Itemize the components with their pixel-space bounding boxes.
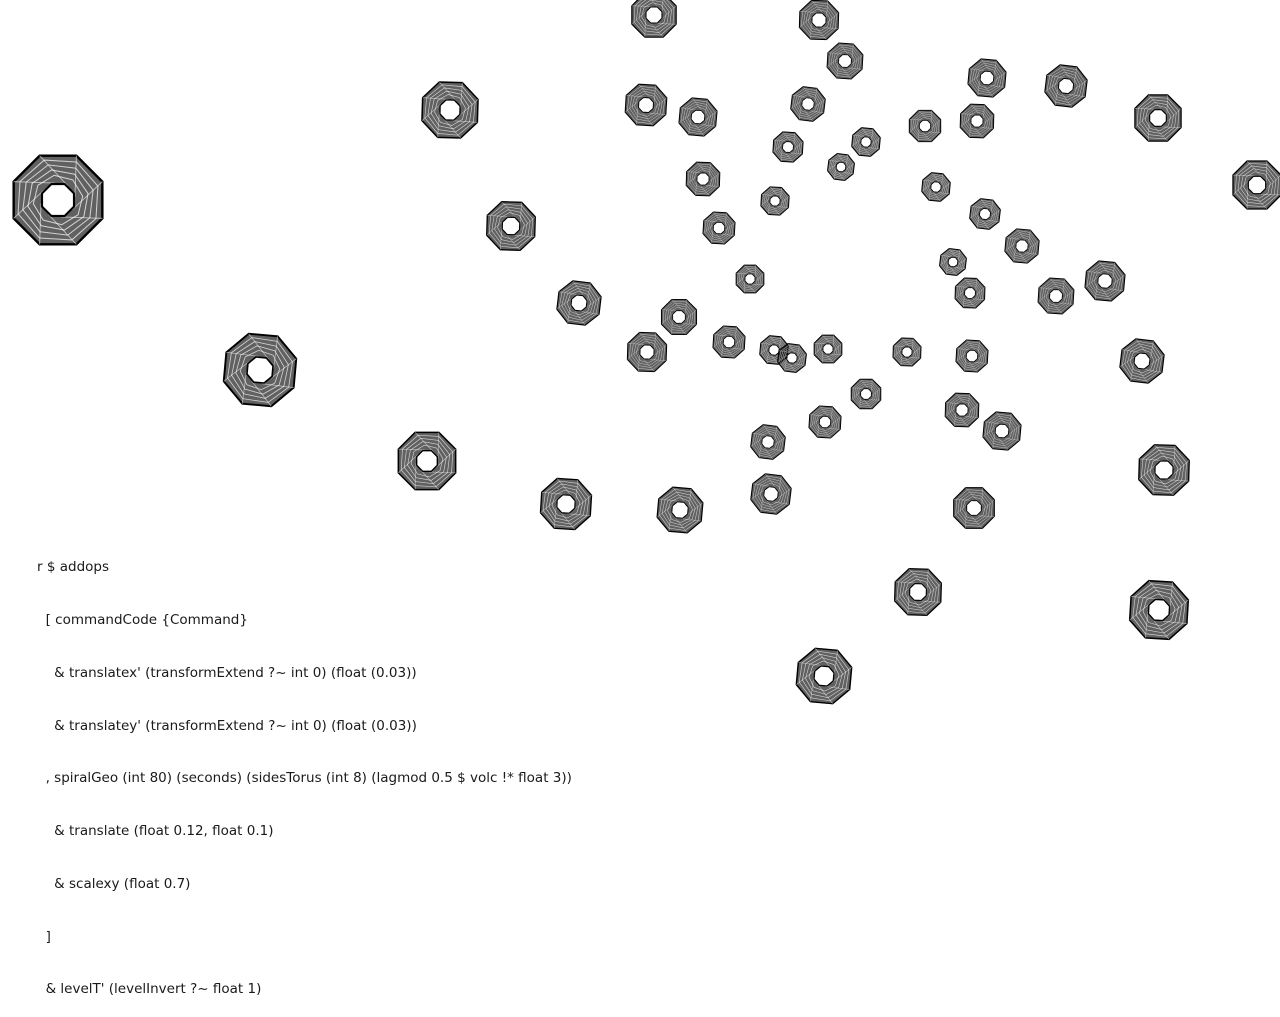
- torus-wireframe: [970, 199, 1001, 230]
- code-line: & scalexy (float 0.7): [37, 876, 572, 894]
- torus-wireframe: [893, 338, 921, 366]
- torus-wireframe: [796, 648, 851, 703]
- torus-wireframe: [661, 299, 696, 334]
- torus-wireframe: [983, 412, 1021, 450]
- code-line: & levelT' (levelInvert ?~ float 1): [37, 981, 572, 999]
- torus-wireframe: [703, 212, 735, 244]
- torus-wireframe: [828, 154, 855, 181]
- torus-wireframe: [487, 202, 536, 251]
- torus-wireframe: [1038, 278, 1074, 314]
- torus-wireframe: [398, 432, 455, 489]
- torus-wireframe: [686, 162, 720, 196]
- code-line: & translatey' (transformExtend ?~ int 0)…: [37, 718, 572, 736]
- torus-wireframe: [809, 406, 841, 438]
- torus-wireframe: [422, 82, 478, 138]
- torus-wireframe: [791, 87, 826, 122]
- torus-wireframe: [968, 59, 1006, 97]
- torus-wireframe: [852, 128, 881, 157]
- code-line: & translate (float 0.12, float 0.1): [37, 823, 572, 841]
- torus-wireframe: [1045, 65, 1087, 107]
- torus-wireframe: [945, 393, 979, 427]
- torus-wireframe: [851, 379, 881, 409]
- torus-wireframe: [1139, 445, 1189, 495]
- torus-wireframe: [814, 335, 842, 363]
- torus-wireframe: [1005, 229, 1039, 263]
- torus-wireframe: [557, 281, 601, 325]
- torus-wireframe: [1085, 261, 1125, 301]
- torus-wireframe: [540, 478, 591, 529]
- torus-wireframe: [632, 0, 676, 37]
- torus-wireframe: [625, 84, 667, 126]
- torus-wireframe: [751, 425, 786, 460]
- torus-wireframe: [955, 278, 985, 308]
- torus-wireframe: [751, 474, 791, 514]
- torus-wireframe: [736, 265, 764, 293]
- torus-wireframe: [1130, 581, 1189, 640]
- torus-wireframe: [679, 98, 717, 136]
- torus-wireframe: [761, 187, 789, 215]
- torus-wireframe: [657, 487, 703, 533]
- torus-wireframe: [773, 132, 803, 162]
- torus-wireframe: [956, 340, 988, 372]
- torus-wireframe: [960, 104, 994, 138]
- torus-wireframe: [940, 249, 967, 276]
- torus-wireframe: [827, 43, 863, 79]
- torus-wireframe: [224, 334, 297, 407]
- torus-wireframe: [713, 326, 745, 358]
- torus-wireframe: [1135, 95, 1181, 141]
- torus-wireframe: [922, 173, 951, 202]
- torus-wireframe: [627, 332, 666, 371]
- code-line: , spiralGeo (int 80) (seconds) (sidesTor…: [37, 770, 572, 788]
- code-line: r $ addops: [37, 559, 572, 577]
- torus-wireframe: [799, 0, 838, 39]
- torus-wireframe: [895, 569, 942, 616]
- torus-wireframe: [14, 156, 103, 245]
- torus-wireframe: [954, 488, 995, 529]
- torus-wireframe: [778, 344, 807, 373]
- torus-wireframe: [1120, 339, 1164, 383]
- code-line: [ commandCode {Command}: [37, 612, 572, 630]
- code-overlay: r $ addops [ commandCode {Command} & tra…: [37, 524, 572, 1017]
- torus-wireframe: [909, 110, 940, 141]
- code-line: ]: [37, 929, 572, 947]
- torus-wireframe: [1233, 161, 1280, 209]
- code-line: & translatex' (transformExtend ?~ int 0)…: [37, 665, 572, 683]
